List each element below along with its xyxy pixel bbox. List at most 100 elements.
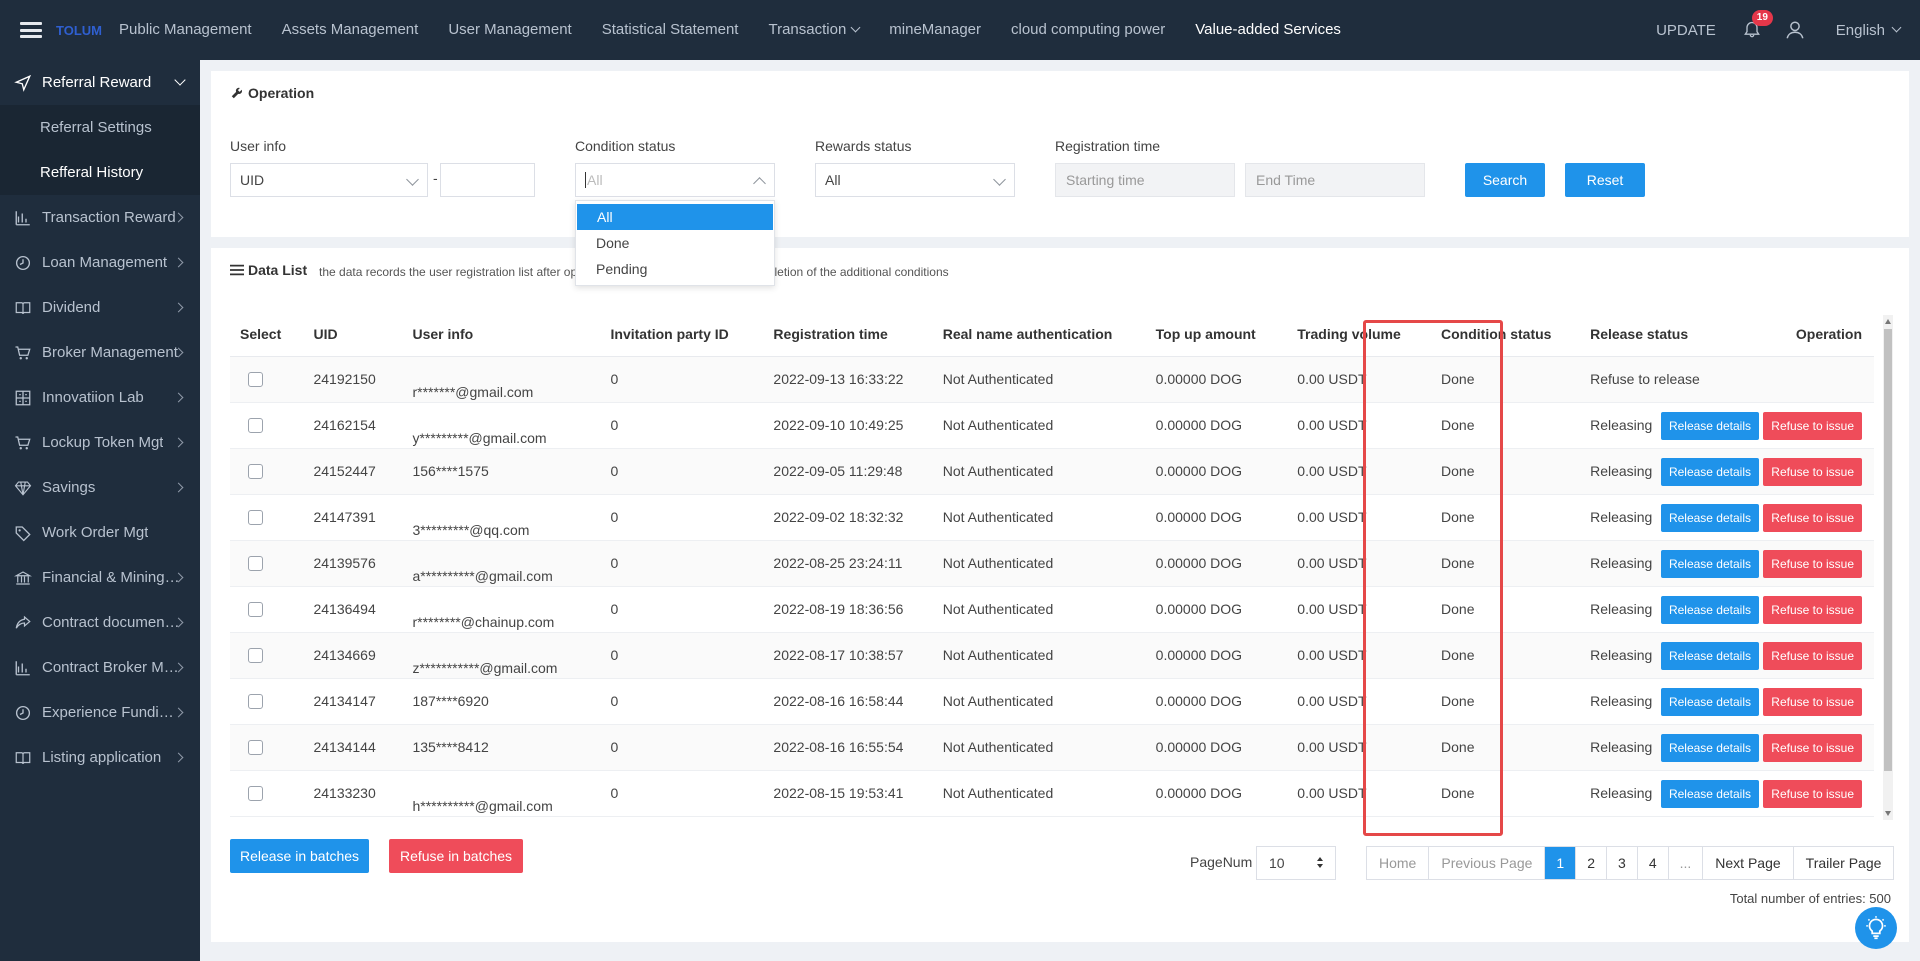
release-details-button[interactable]: Release details: [1660, 779, 1759, 808]
row-checkbox[interactable]: [248, 371, 263, 387]
top-up-cell: 0.00000 DOG: [1145, 402, 1288, 449]
row-checkbox[interactable]: [248, 785, 263, 801]
row-checkbox[interactable]: [248, 417, 263, 433]
user-info-cell: y*********@gmail.com: [402, 402, 601, 449]
dropdown-option-pending[interactable]: Pending: [596, 261, 648, 277]
release-details-button[interactable]: Release details: [1660, 595, 1759, 624]
page-home-button[interactable]: Home: [1367, 847, 1430, 879]
refuse-to-issue-button[interactable]: Refuse to issue: [1763, 457, 1862, 486]
start-time-input[interactable]: Starting time: [1055, 163, 1235, 197]
sidebar-item-listing-application[interactable]: Listing application: [0, 735, 200, 780]
sidebar-item-financial-mining[interactable]: Financial & Mining ...: [0, 555, 200, 600]
help-button[interactable]: [1855, 907, 1897, 949]
chevron-down-icon: [850, 22, 861, 33]
nav-transaction[interactable]: Transaction: [753, 0, 874, 60]
sidebar-item-contract-document[interactable]: Contract document...: [0, 600, 200, 645]
user-icon[interactable]: [1784, 19, 1806, 41]
data-list-title: Data List: [230, 262, 307, 278]
nav-assets-management[interactable]: Assets Management: [281, 21, 419, 38]
sidebar-item-broker-management[interactable]: Broker Management: [0, 330, 200, 375]
scrollbar-thumb[interactable]: [1884, 329, 1892, 771]
page-ellipsis[interactable]: ...: [1669, 847, 1704, 879]
sidebar-item-dividend[interactable]: Dividend: [0, 285, 200, 330]
sidebar-item-experience-funding[interactable]: Experience Funding...: [0, 690, 200, 735]
share-icon: [14, 614, 32, 632]
row-checkbox[interactable]: [248, 463, 263, 479]
refuse-to-issue-button[interactable]: Refuse to issue: [1763, 411, 1862, 440]
scroll-down-icon[interactable]: [1885, 811, 1891, 816]
update-button[interactable]: UPDATE: [1656, 21, 1716, 39]
sidebar-item-innovation-lab[interactable]: Innovatiion Lab: [0, 375, 200, 420]
condition-status-cell: Done: [1431, 540, 1581, 587]
refuse-to-issue-button[interactable]: Refuse to issue: [1763, 595, 1862, 624]
refuse-in-batches-button[interactable]: Refuse in batches: [389, 839, 523, 873]
end-time-input[interactable]: End Time: [1245, 163, 1425, 197]
page-1-button[interactable]: 1: [1545, 847, 1577, 879]
release-details-button[interactable]: Release details: [1660, 457, 1759, 486]
top-up-cell: 0.00000 DOG: [1145, 632, 1288, 679]
sidebar-item-referral-reward[interactable]: Referral Reward: [0, 60, 200, 105]
row-checkbox[interactable]: [248, 693, 263, 709]
page-trailer-button[interactable]: Trailer Page: [1805, 855, 1882, 871]
auth-cell: Not Authenticated: [932, 770, 1146, 817]
condition-status-select[interactable]: All: [575, 163, 775, 197]
release-details-button[interactable]: Release details: [1660, 641, 1759, 670]
row-checkbox[interactable]: [248, 647, 263, 663]
sort-up-icon: [1317, 857, 1323, 861]
page-size-select[interactable]: 10: [1256, 846, 1336, 880]
language-select[interactable]: English: [1836, 22, 1902, 39]
sidebar-item-referral-settings[interactable]: Referral Settings: [0, 105, 200, 150]
send-icon: [14, 74, 32, 92]
sidebar-item-savings[interactable]: Savings: [0, 465, 200, 510]
page-next-button[interactable]: Next Page: [1703, 847, 1794, 879]
row-select-cell: [230, 402, 304, 449]
release-details-button[interactable]: Release details: [1660, 687, 1759, 716]
nav-cloud-computing-power[interactable]: cloud computing power: [1011, 21, 1166, 38]
user-info-type-select[interactable]: UID: [230, 163, 428, 197]
page-2-button[interactable]: 2: [1576, 847, 1608, 879]
reset-button[interactable]: Reset: [1565, 163, 1645, 197]
row-checkbox[interactable]: [248, 601, 263, 617]
sidebar-item-loan-management[interactable]: Loan Management: [0, 240, 200, 285]
user-info-input[interactable]: [440, 163, 535, 197]
release-details-button[interactable]: Release details: [1660, 411, 1759, 440]
release-details-button[interactable]: Release details: [1660, 549, 1759, 578]
page-4-button[interactable]: 4: [1638, 847, 1669, 879]
refuse-to-issue-button[interactable]: Refuse to issue: [1763, 503, 1862, 532]
sidebar-item-transaction-reward[interactable]: Transaction Reward: [0, 195, 200, 240]
release-details-button[interactable]: Release details: [1660, 733, 1759, 762]
refuse-to-issue-button[interactable]: Refuse to issue: [1763, 549, 1862, 578]
sidebar-item-contract-broker[interactable]: Contract Broker Mg...: [0, 645, 200, 690]
table-row: 24134144 135****8412 0 2022-08-16 16:55:…: [230, 724, 1874, 771]
row-checkbox[interactable]: [248, 509, 263, 525]
nav-public-management[interactable]: Public Management: [119, 21, 252, 38]
refuse-to-issue-button[interactable]: Refuse to issue: [1763, 687, 1862, 716]
dropdown-option-done[interactable]: Done: [596, 235, 630, 251]
row-checkbox[interactable]: [248, 555, 263, 571]
refuse-to-issue-button[interactable]: Refuse to issue: [1763, 641, 1862, 670]
nav-user-management[interactable]: User Management: [448, 21, 572, 38]
nav-statistical-statement[interactable]: Statistical Statement: [601, 21, 739, 38]
col-release-status: Release status: [1580, 313, 1719, 357]
clock-icon: [14, 254, 32, 272]
release-in-batches-button[interactable]: Release in batches: [230, 839, 369, 873]
page-previous-button[interactable]: Previous Page: [1429, 847, 1546, 879]
scroll-up-icon[interactable]: [1885, 319, 1891, 324]
search-button[interactable]: Search: [1465, 163, 1545, 197]
refuse-to-issue-button[interactable]: Refuse to issue: [1763, 733, 1862, 762]
refuse-to-issue-button[interactable]: Refuse to issue: [1763, 779, 1862, 808]
table-scrollbar[interactable]: [1883, 315, 1893, 820]
dropdown-option-all[interactable]: All: [577, 204, 773, 230]
nav-value-added-services[interactable]: Value-added Services: [1195, 21, 1341, 38]
range-dash: -: [433, 170, 438, 186]
notifications-button[interactable]: 19: [1742, 10, 1773, 40]
release-details-button[interactable]: Release details: [1660, 503, 1759, 532]
row-checkbox[interactable]: [248, 739, 263, 755]
sidebar-item-work-order-mgt[interactable]: Work Order Mgt: [0, 510, 200, 555]
page-3-button[interactable]: 3: [1607, 847, 1638, 879]
sidebar-item-lockup-token-mgt[interactable]: Lockup Token Mgt: [0, 420, 200, 465]
nav-minemanager[interactable]: mineManager: [889, 21, 981, 38]
menu-toggle-icon[interactable]: [20, 22, 42, 38]
rewards-status-select[interactable]: All: [815, 163, 1015, 197]
sidebar-item-referral-history[interactable]: Refferal History: [0, 150, 200, 195]
